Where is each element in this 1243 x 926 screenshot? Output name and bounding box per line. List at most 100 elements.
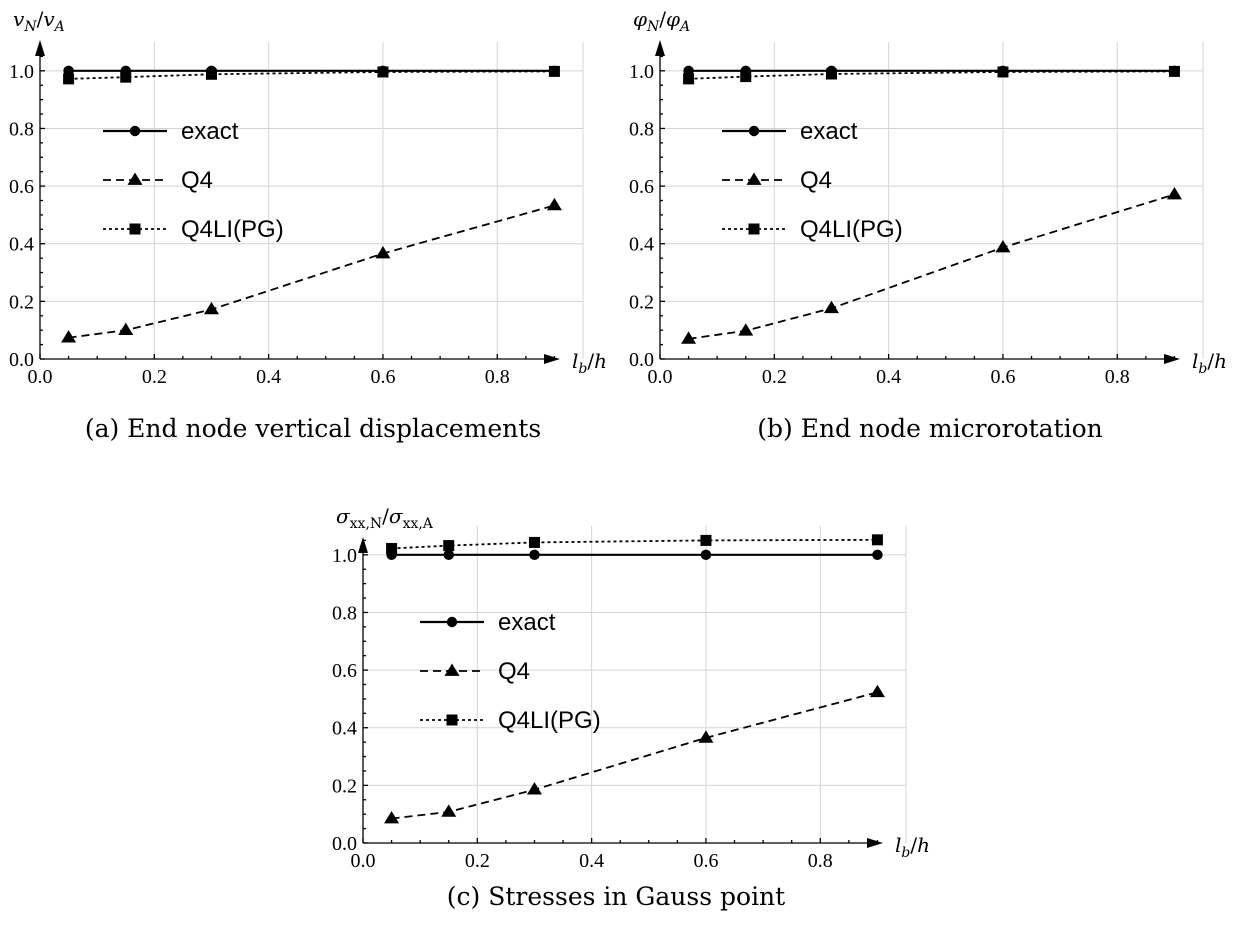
legend-marker <box>446 616 458 628</box>
data-point-q4li-pg- <box>548 65 560 77</box>
legend-label: Q4LI(PG) <box>181 216 284 243</box>
series-line-q4 <box>68 204 555 339</box>
y-tick-label: 0.0 <box>9 349 34 371</box>
legend-marker <box>127 172 143 185</box>
legend-marker <box>444 663 460 676</box>
panel-c-chart: 0.0 0.2 0.4 0.6 0.8 0.0 0.2 0.4 0.6 0.8 1.0 σxx,N​/… <box>332 504 930 911</box>
data-point-q4 <box>61 330 77 343</box>
y-tick-label: 1.0 <box>629 61 654 83</box>
legend-marker <box>129 125 141 137</box>
y-tick-label: 0.2 <box>332 775 357 797</box>
y-tick-label: 0.8 <box>629 118 654 140</box>
data-point-q4 <box>1166 186 1182 200</box>
data-point-q4li-pg- <box>120 71 132 83</box>
x-tick-label: 0.8 <box>1105 366 1130 388</box>
x-tick-label: 0.6 <box>693 850 718 872</box>
legend-label: exact <box>181 118 239 145</box>
y-tick-label: 0.4 <box>332 718 357 740</box>
x-axis-arrow <box>544 354 560 364</box>
y-tick-label: 0.2 <box>629 291 654 313</box>
data-point-q4 <box>546 197 562 211</box>
x-tick-label: 0.0 <box>351 850 376 872</box>
legend-marker <box>446 714 458 726</box>
data-point-q4li-pg- <box>825 68 837 80</box>
data-point-q4li-pg- <box>63 73 75 85</box>
data-point-q4li-pg- <box>683 73 695 85</box>
data-point-q4 <box>681 331 697 344</box>
y-tick-label: 1.0 <box>9 61 34 83</box>
x-tick-label: 0.2 <box>762 366 787 388</box>
data-point-q4li-pg- <box>528 536 540 548</box>
y-axis-label: σxx,N​/σxx,A​ <box>336 504 434 532</box>
y-tick-label: 0.2 <box>9 291 34 313</box>
x-tick-label: 0.0 <box>648 366 673 388</box>
series-line-q4li-pg- <box>391 538 878 550</box>
data-point-q4 <box>375 246 391 259</box>
data-point-exact <box>700 549 712 561</box>
data-point-q4li-pg- <box>700 534 712 546</box>
data-point-q4 <box>203 301 219 315</box>
data-point-q4li-pg- <box>443 540 455 552</box>
y-axis-label: vN​/vA​ <box>13 7 65 35</box>
data-point-q4li-pg- <box>997 66 1009 78</box>
legend-label: exact <box>498 609 556 636</box>
y-tick-label: 0.6 <box>9 176 34 198</box>
y-tick-label: 0.0 <box>332 833 357 855</box>
x-axis-arrow <box>1164 354 1180 364</box>
y-axis-label: φN​/φA​ <box>633 7 690 35</box>
x-tick-label: 0.0 <box>28 366 53 388</box>
y-tick-label: 0.8 <box>9 118 34 140</box>
legend-label: Q4 <box>498 658 530 685</box>
legend-label: exact <box>800 118 858 145</box>
x-axis-label: lb​/h <box>572 349 607 377</box>
figure-caption: (c) Stresses in Gauss point <box>447 882 785 911</box>
y-axis-arrow <box>358 537 368 553</box>
data-point-q4li-pg- <box>386 542 398 554</box>
y-tick-label: 0.8 <box>332 602 357 624</box>
legend-label: Q4 <box>181 167 213 194</box>
x-tick-label: 0.8 <box>485 366 510 388</box>
data-point-q4 <box>823 300 839 314</box>
y-tick-label: 0.6 <box>629 176 654 198</box>
series-line-q4 <box>688 193 1175 340</box>
x-tick-label: 0.4 <box>579 850 604 872</box>
y-tick-label: 0.0 <box>629 349 654 371</box>
x-tick-label: 0.6 <box>990 366 1015 388</box>
data-point-q4 <box>526 782 542 795</box>
data-point-q4 <box>384 811 400 824</box>
series-line-q4 <box>391 691 878 820</box>
x-tick-label: 0.2 <box>142 366 167 388</box>
y-axis-arrow <box>35 40 45 56</box>
legend-marker <box>129 223 141 235</box>
data-point-q4li-pg- <box>205 68 217 80</box>
data-point-q4 <box>869 684 885 698</box>
data-point-q4li-pg- <box>871 534 883 546</box>
legend-label: Q4 <box>800 167 832 194</box>
y-tick-label: 0.4 <box>9 234 34 256</box>
legend-marker <box>748 223 760 235</box>
x-tick-label: 0.4 <box>876 366 901 388</box>
data-point-q4 <box>995 239 1011 253</box>
legend-label: Q4LI(PG) <box>800 216 903 243</box>
x-tick-label: 0.8 <box>808 850 833 872</box>
data-point-q4 <box>118 322 134 336</box>
y-tick-label: 0.4 <box>629 234 654 256</box>
series-line-q4li-pg- <box>688 70 1175 80</box>
panel-a-chart: 0.0 0.2 0.4 0.6 0.8 0.0 0.2 0.4 0.6 0.8 1.0 vN​/vA​… <box>9 7 607 443</box>
y-tick-label: 1.0 <box>332 545 357 567</box>
data-point-exact <box>529 549 540 561</box>
panel-b-chart: 0.0 0.2 0.4 0.6 0.8 0.0 0.2 0.4 0.6 0.8 1.0 φN​/φA​… <box>629 7 1227 443</box>
x-tick-label: 0.4 <box>256 366 281 388</box>
data-point-q4li-pg- <box>377 66 389 78</box>
x-axis-label: lb​/h <box>895 833 930 861</box>
data-point-q4li-pg- <box>1168 65 1180 77</box>
series-line-q4li-pg- <box>68 70 555 80</box>
data-point-q4 <box>441 804 457 817</box>
data-point-q4 <box>738 323 754 336</box>
data-point-q4li-pg- <box>740 71 752 83</box>
data-point-exact <box>872 549 883 561</box>
y-tick-label: 0.6 <box>332 660 357 682</box>
figure-caption: (b) End node microrotation <box>757 414 1103 443</box>
legend-marker <box>748 125 760 137</box>
